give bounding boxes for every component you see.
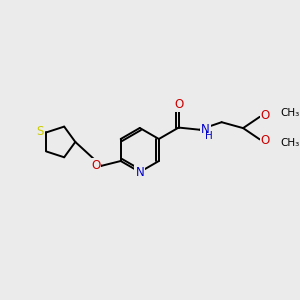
Text: O: O [174,98,183,111]
Text: S: S [37,125,44,138]
Text: O: O [261,134,270,147]
Text: O: O [261,109,270,122]
Text: H: H [205,130,213,141]
Text: CH₃: CH₃ [280,108,299,118]
Text: O: O [91,159,100,172]
Text: N: N [201,123,210,136]
Text: N: N [135,166,144,178]
Text: CH₃: CH₃ [280,138,299,148]
